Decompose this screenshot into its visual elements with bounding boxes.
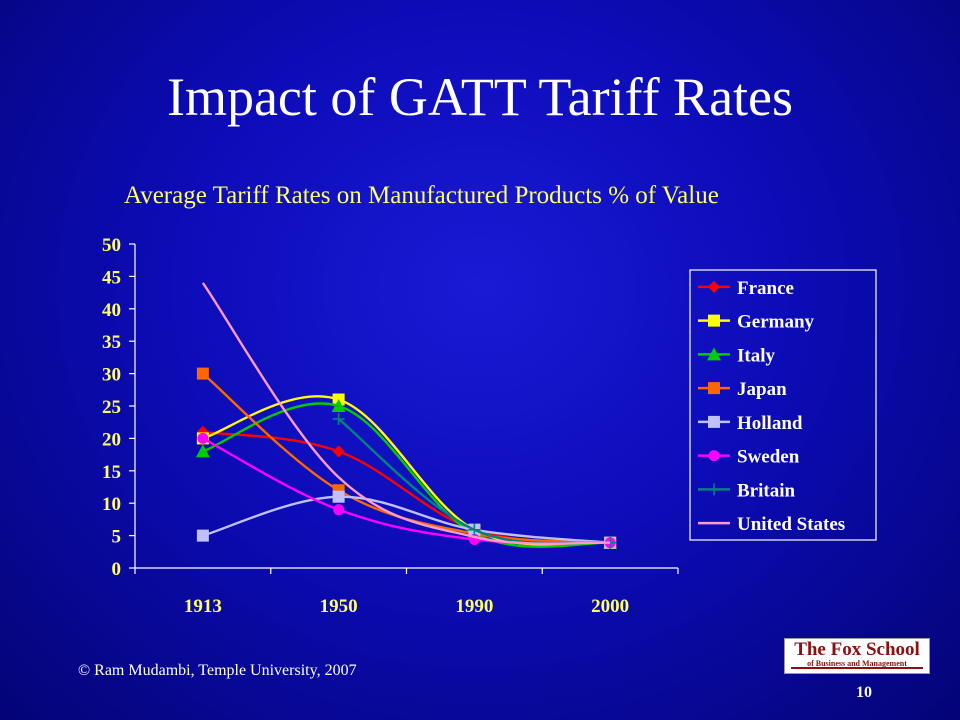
legend-box	[689, 269, 877, 541]
y-tick-label: 15	[102, 462, 121, 483]
legend-swatch-marker	[708, 280, 720, 293]
data-point-sweden	[197, 432, 209, 444]
page-number: 10	[856, 684, 872, 701]
slide-title: Impact of GATT Tariff Rates	[166, 67, 794, 127]
copyright-footer: © Ram Mudambi, Temple University, 2007	[78, 662, 357, 679]
series-italy	[195, 399, 618, 549]
legend-swatch-marker	[708, 415, 720, 428]
data-point-holland	[332, 490, 345, 503]
legend-label: United States	[737, 514, 845, 535]
legend-item-italy: Italy	[698, 345, 776, 366]
legend-label: Japan	[737, 379, 787, 400]
y-tick-label: 10	[102, 494, 121, 515]
x-tick-label: 1913	[184, 596, 222, 617]
data-point-italy	[331, 399, 346, 412]
fox-school-logo: The Fox School of Business and Managemen…	[784, 638, 930, 674]
legend-item-japan: Japan	[698, 379, 787, 400]
legend-item-britain: Britain	[698, 480, 795, 501]
y-tick-label: 30	[102, 365, 121, 386]
series-line-japan	[202, 372, 611, 544]
data-point-holland	[196, 529, 209, 542]
y-tick-label: 50	[102, 235, 121, 256]
legend-label: Britain	[737, 480, 795, 501]
y-tick-label: 0	[112, 559, 122, 580]
x-tick-label: 2000	[591, 596, 629, 617]
legend-swatch-marker	[707, 347, 721, 361]
data-point-britain	[332, 412, 345, 425]
x-tick-label: 1950	[320, 596, 358, 617]
legend-swatch-marker	[708, 450, 720, 462]
data-point-sweden	[333, 504, 345, 516]
data-point-japan	[196, 367, 209, 380]
legend-label: France	[737, 278, 794, 299]
legend-item-holland: Holland	[698, 413, 803, 434]
series-united-states	[201, 282, 611, 545]
y-tick-label: 35	[102, 332, 121, 353]
series-line-italy	[202, 402, 611, 548]
legend-item-sweden: Sweden	[698, 447, 800, 468]
x-tick-label: 1990	[455, 596, 493, 617]
legend-swatch-marker	[708, 483, 720, 496]
series-line-france	[202, 430, 611, 544]
data-point-france	[332, 445, 345, 458]
logo-underline	[791, 667, 923, 669]
legend-item-germany: Germany	[698, 312, 815, 333]
legend-item-united-states: United States	[698, 514, 845, 535]
data-point-italy	[195, 444, 210, 458]
legend-label: Italy	[737, 345, 776, 366]
series-britain	[332, 412, 617, 549]
logo-line-2: of Business and Management	[807, 659, 907, 668]
y-tick-label: 20	[102, 429, 121, 450]
series-japan	[196, 367, 617, 549]
legend-label: Holland	[737, 413, 803, 434]
logo-line-1: The Fox School	[794, 639, 920, 660]
legend-label: Sweden	[737, 447, 800, 468]
chart-title: Average Tariff Rates on Manufactured Pro…	[124, 182, 719, 209]
y-tick-label: 40	[102, 300, 121, 321]
series-line-united-states	[201, 282, 611, 545]
series-france	[196, 425, 617, 549]
legend-swatch-marker	[708, 314, 720, 327]
y-tick-label: 45	[102, 267, 121, 288]
y-tick-label: 25	[102, 397, 121, 418]
legend-swatch-marker	[708, 382, 720, 395]
legend-label: Germany	[737, 312, 815, 333]
data-point-britain	[468, 523, 481, 536]
y-tick-label: 5	[112, 527, 122, 548]
legend-item-france: France	[698, 278, 794, 299]
series-line-holland	[202, 495, 611, 544]
